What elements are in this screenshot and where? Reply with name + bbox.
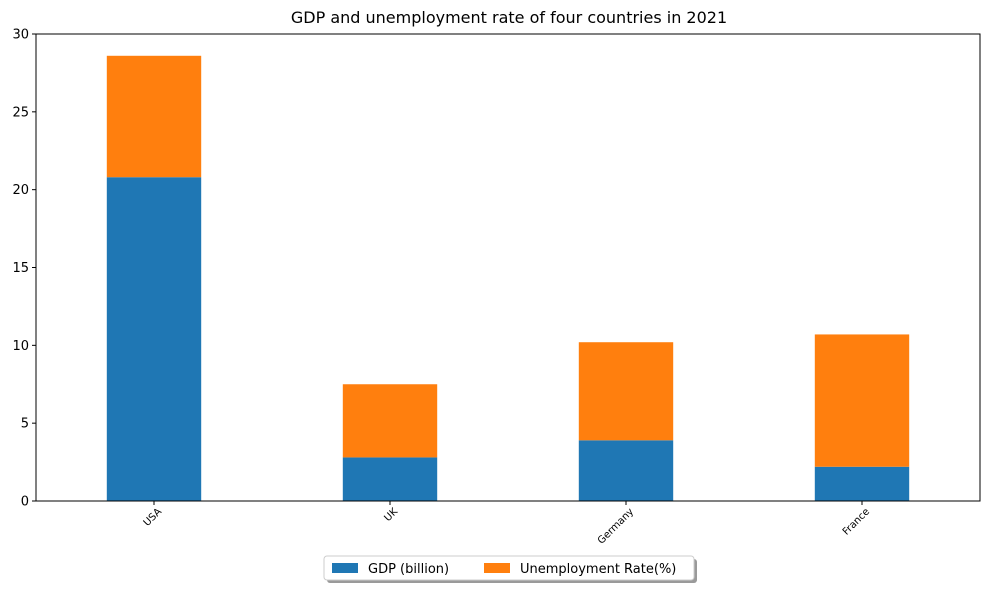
x-tick-label-uk: UK	[383, 506, 401, 524]
bar-usa-series-0	[106, 177, 202, 502]
legend-swatch-1	[484, 563, 510, 573]
legend: GDP (billion) Unemployment Rate(%)	[323, 555, 697, 583]
y-tick-label: 25	[12, 105, 29, 120]
x-tick-label-usa: USA	[142, 506, 165, 529]
y-tick-label: 5	[21, 417, 29, 432]
bars-layer	[106, 55, 910, 502]
bar-germany-series-1	[578, 342, 674, 441]
bar-uk-series-0	[342, 457, 438, 501]
y-tick-label: 0	[21, 495, 29, 510]
chart-title: GDP and unemployment rate of four countr…	[291, 8, 727, 27]
x-tick-label-germany: Germany	[596, 506, 636, 546]
legend-label-0: GDP (billion)	[368, 562, 449, 577]
y-tick-label: 15	[12, 261, 29, 276]
bar-uk-series-1	[342, 384, 438, 458]
x-tick-label-france: France	[841, 506, 872, 537]
legend-swatch-0	[332, 563, 358, 573]
legend-label-1: Unemployment Rate(%)	[520, 562, 676, 577]
bar-germany-series-0	[578, 440, 674, 501]
bar-usa-series-1	[106, 55, 202, 178]
bar-france-series-0	[814, 466, 910, 501]
bar-france-series-1	[814, 334, 910, 467]
y-tick-label: 30	[12, 28, 29, 43]
y-tick-label: 10	[12, 339, 29, 354]
y-tick-label: 20	[12, 183, 29, 198]
